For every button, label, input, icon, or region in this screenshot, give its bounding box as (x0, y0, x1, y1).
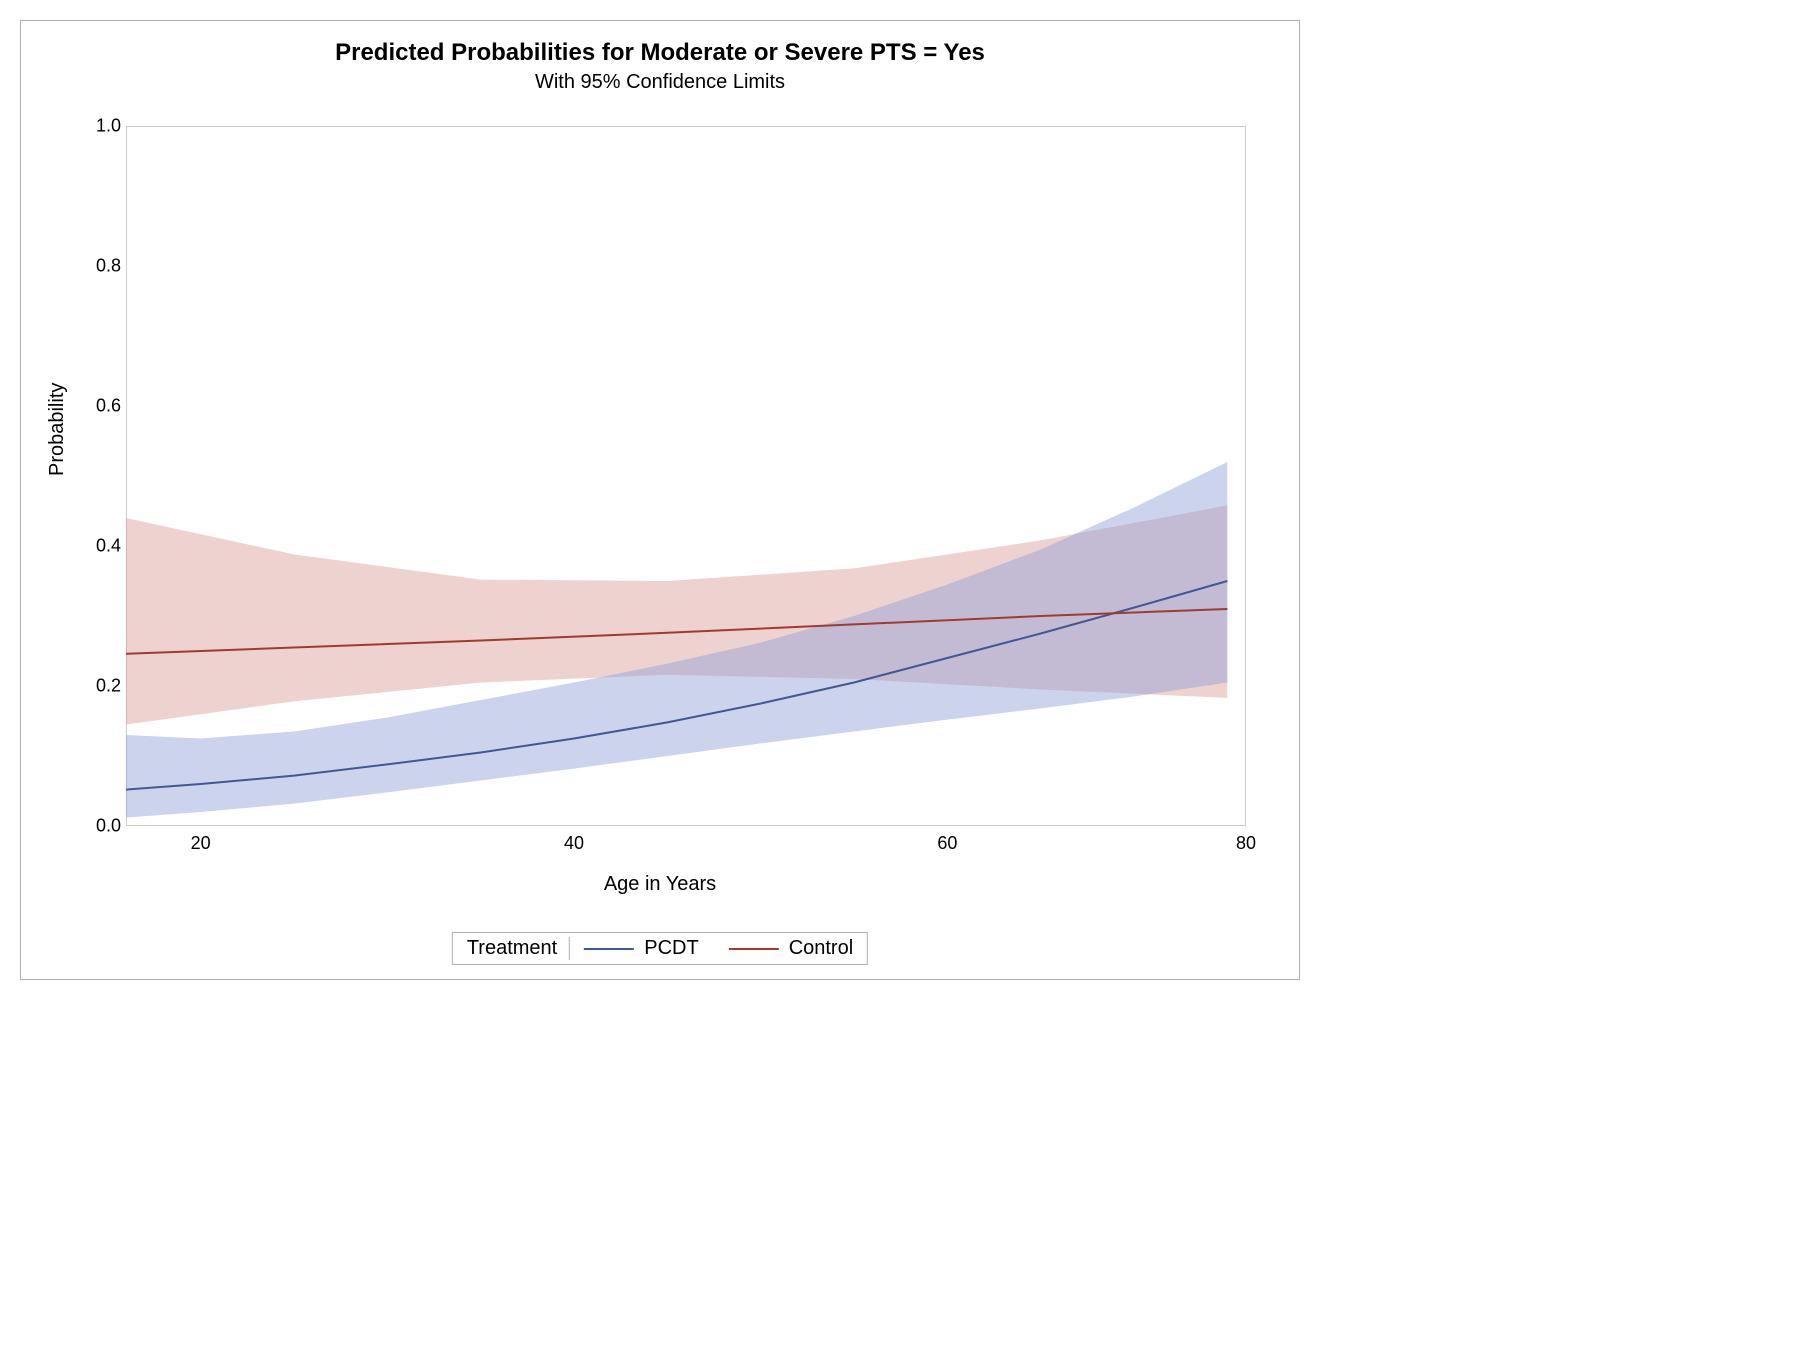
title-block: Predicted Probabilities for Moderate or … (21, 21, 1299, 94)
y-tick-label: 0.2 (76, 676, 121, 697)
legend-label-control: Control (789, 937, 853, 960)
y-axis-label: Probability (46, 383, 69, 476)
y-tick-label: 0.0 (76, 816, 121, 837)
legend-item-pcdt: PCDT (584, 937, 698, 960)
chart-subtitle: With 95% Confidence Limits (21, 71, 1299, 94)
y-tick-label: 1.0 (76, 116, 121, 137)
x-axis-ticks: 20406080 (126, 833, 1246, 863)
y-axis-ticks: 0.00.20.40.60.81.0 (76, 126, 121, 826)
x-axis-label: Age in Years (21, 873, 1299, 896)
chart-container: Predicted Probabilities for Moderate or … (20, 20, 1300, 980)
legend-swatch-pcdt (584, 948, 634, 950)
legend: Treatment PCDT Control (452, 932, 868, 965)
x-tick-label: 40 (564, 833, 584, 854)
legend-title: Treatment (467, 937, 570, 960)
y-tick-label: 0.4 (76, 536, 121, 557)
y-tick-label: 0.6 (76, 396, 121, 417)
x-tick-label: 60 (937, 833, 957, 854)
x-tick-label: 20 (191, 833, 211, 854)
plot-svg (126, 126, 1246, 826)
chart-title: Predicted Probabilities for Moderate or … (21, 39, 1299, 67)
legend-label-pcdt: PCDT (644, 937, 698, 960)
plot-area (126, 126, 1246, 826)
x-tick-label: 80 (1236, 833, 1256, 854)
y-tick-label: 0.8 (76, 256, 121, 277)
legend-item-control: Control (729, 937, 853, 960)
legend-swatch-control (729, 948, 779, 950)
